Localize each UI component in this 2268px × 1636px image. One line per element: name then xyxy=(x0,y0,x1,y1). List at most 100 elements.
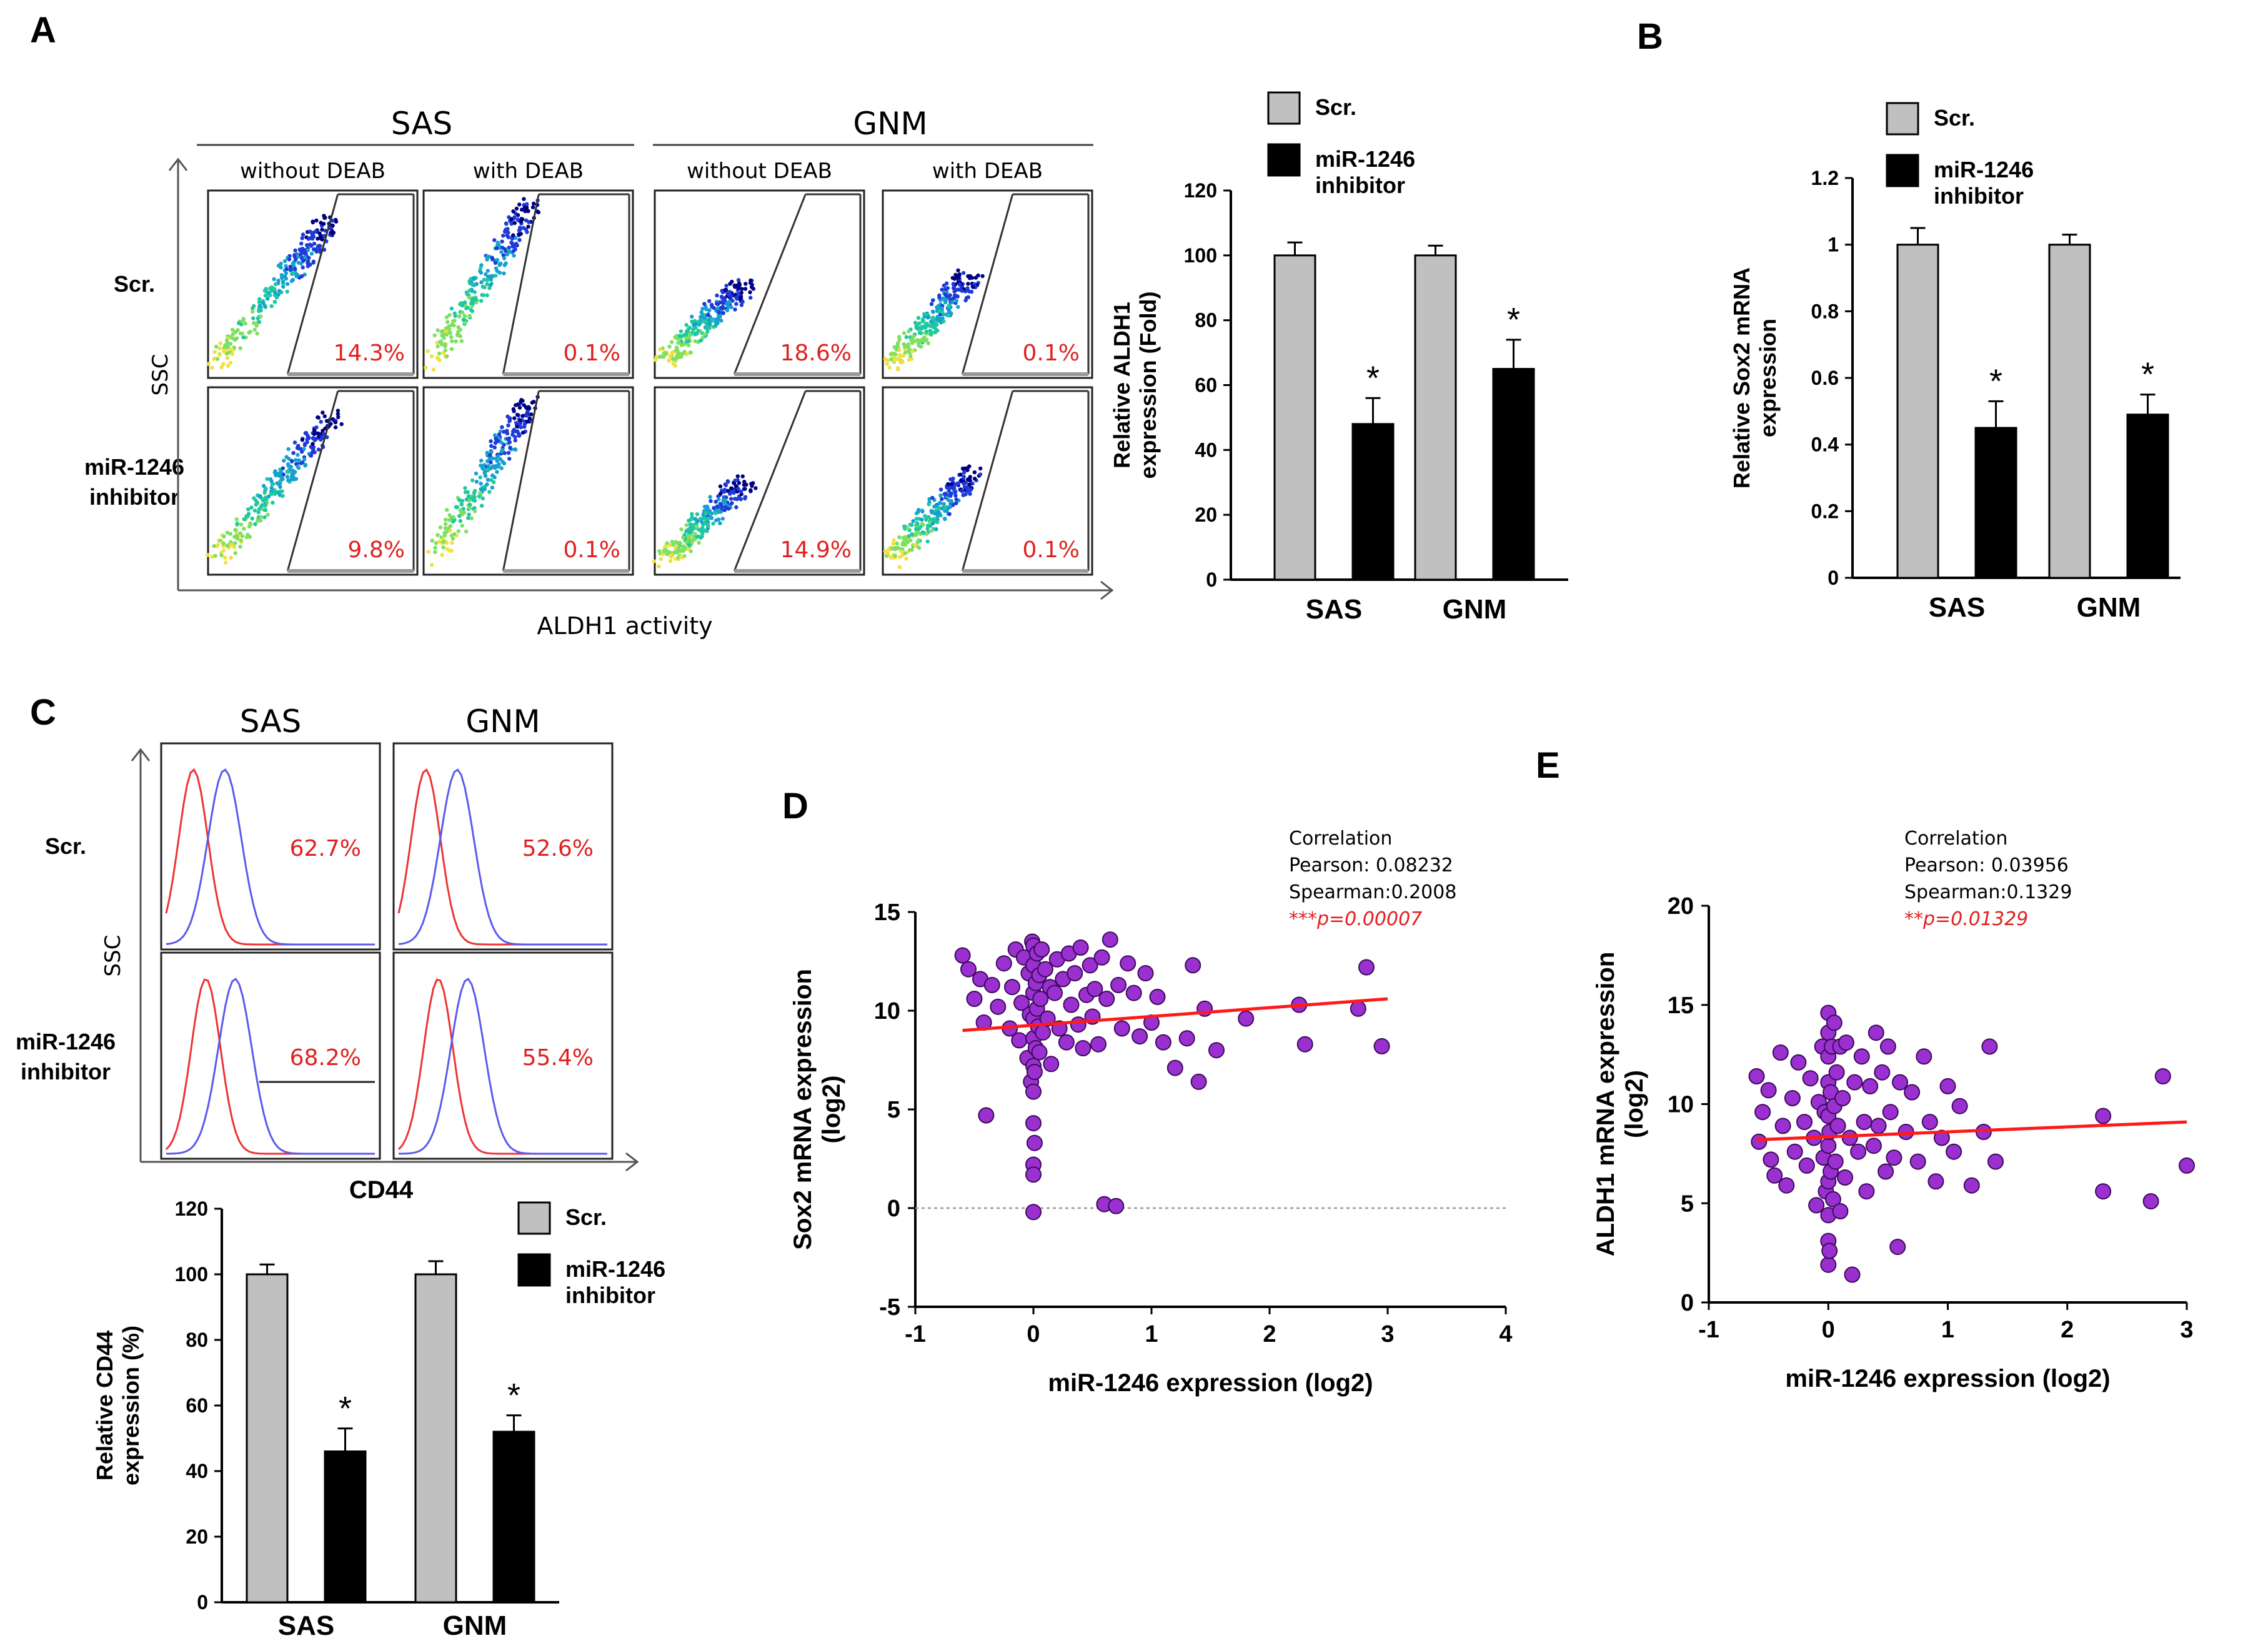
flow-event-dot xyxy=(268,286,272,290)
flow-event-dot xyxy=(464,497,469,502)
flow-event-dot xyxy=(231,332,236,336)
flow-event-dot xyxy=(500,425,504,429)
flow-event-dot xyxy=(943,508,947,513)
flow-event-dot xyxy=(883,357,888,361)
flow-event-dot xyxy=(511,407,515,412)
flow-event-dot xyxy=(709,511,714,516)
flow-event-dot xyxy=(521,226,526,231)
flow-event-dot xyxy=(908,522,913,527)
flow-event-dot xyxy=(702,332,707,337)
data-point xyxy=(1844,1266,1861,1283)
flow-event-dot xyxy=(887,547,891,552)
legend-swatch xyxy=(1886,154,1919,187)
flow-event-dot xyxy=(316,447,321,452)
flow-event-dot xyxy=(927,502,931,507)
data-point xyxy=(978,1107,995,1124)
flow-event-dot xyxy=(297,459,302,463)
flow-event-dot xyxy=(953,490,958,494)
flow-event-dot xyxy=(286,470,291,474)
flow-event-dot xyxy=(489,274,494,279)
flow-event-dot xyxy=(272,277,276,282)
flow-event-dot xyxy=(222,555,227,560)
data-point xyxy=(1185,957,1201,974)
bar xyxy=(1351,423,1395,581)
data-point xyxy=(1865,1138,1882,1154)
flow-event-dot xyxy=(948,293,952,297)
flow-event-dot xyxy=(235,522,239,526)
flow-event-dot xyxy=(464,529,469,533)
flow-event-dot xyxy=(305,437,309,442)
y-tick-label: 0.6 xyxy=(1811,367,1839,389)
flow-event-dot xyxy=(897,535,902,540)
flow-event-dot xyxy=(748,290,752,294)
data-point xyxy=(1790,1054,1807,1071)
gate-line xyxy=(286,194,339,375)
flow-event-dot xyxy=(515,213,520,217)
x-axis-label: miR-1246 expression (log2) xyxy=(1048,1369,1373,1397)
flow-event-dot xyxy=(685,539,690,544)
flow-event-dot xyxy=(661,355,666,359)
flow-event-dot xyxy=(488,283,493,287)
flow-event-dot xyxy=(715,302,719,306)
flow-event-dot xyxy=(482,471,487,476)
category-label: SAS xyxy=(1929,592,1985,623)
flow-event-dot xyxy=(480,496,485,500)
flow-event-dot xyxy=(445,540,449,545)
legend-label: inhibitor xyxy=(1934,183,2024,209)
flow-event-dot xyxy=(718,484,723,488)
flow-event-dot xyxy=(429,354,434,359)
flow-event-dot xyxy=(500,239,504,244)
flow-event-dot xyxy=(956,305,960,309)
row-label: Scr. xyxy=(114,271,155,297)
flow-event-dot xyxy=(720,505,724,509)
flow-event-dot xyxy=(252,508,257,513)
flow-event-dot xyxy=(954,501,958,505)
flow-event-dot xyxy=(479,299,484,303)
category-label: GNM xyxy=(443,1610,507,1636)
flow-event-dot xyxy=(291,470,296,475)
flow-event-dot xyxy=(447,313,452,317)
flow-event-dot xyxy=(508,445,512,450)
flow-event-dot xyxy=(291,277,295,282)
flow-event-dot xyxy=(925,532,929,536)
cd44-histogram-panel: SAS GNM Scr. miR-1246 inhibitor SSC CD44 62.7% 5… xyxy=(16,703,639,1204)
flow-event-dot xyxy=(489,277,494,282)
flow-event-dot xyxy=(305,440,309,444)
y-tick-label: 15 xyxy=(874,900,900,926)
flow-event-dot xyxy=(502,271,506,275)
flow-event-dot xyxy=(511,233,515,237)
flow-event-dot xyxy=(684,523,689,527)
flow-event-dot xyxy=(229,347,234,352)
flow-event-dot xyxy=(956,268,960,272)
flow-event-dot xyxy=(470,495,475,499)
flow-event-dot xyxy=(222,348,226,353)
y-tick-label: 0 xyxy=(197,1591,208,1614)
flow-event-dot xyxy=(304,430,309,435)
flow-event-dot xyxy=(702,505,707,509)
data-point xyxy=(1904,1084,1921,1101)
flow-event-dot xyxy=(480,284,485,289)
flow-event-dot xyxy=(673,335,677,340)
flow-event-dot xyxy=(501,234,505,238)
flow-event-dot xyxy=(914,533,919,537)
flow-event-dot xyxy=(517,405,522,410)
flow-event-dot xyxy=(729,497,734,501)
flow-event-dot xyxy=(488,453,492,457)
flow-event-dot xyxy=(702,302,707,306)
ssc-axis-label: SSC xyxy=(101,935,126,977)
flow-event-dot xyxy=(264,486,268,491)
flow-event-dot xyxy=(230,352,234,357)
flow-event-dot xyxy=(697,540,701,545)
flow-event-dot xyxy=(281,284,286,289)
gate-percentage: 0.1% xyxy=(1023,340,1080,366)
flow-event-dot xyxy=(221,541,226,546)
flow-event-dot xyxy=(902,524,907,528)
flow-event-dot xyxy=(684,336,689,340)
flow-event-dot xyxy=(925,527,930,531)
flow-event-dot xyxy=(937,309,942,314)
flow-event-dot xyxy=(225,338,229,343)
flow-event-dot xyxy=(299,261,303,266)
flow-event-dot xyxy=(487,490,492,494)
flow-event-dot xyxy=(460,303,465,308)
flow-event-dot xyxy=(944,294,949,299)
